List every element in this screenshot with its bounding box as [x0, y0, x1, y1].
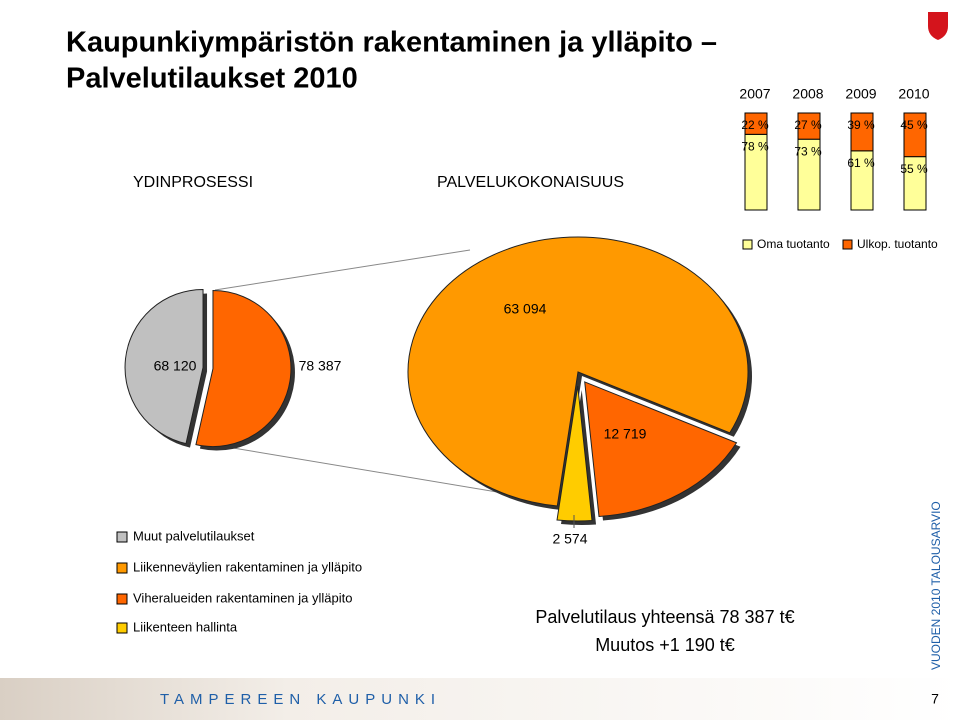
value-label: 78 %	[741, 140, 769, 154]
legend-swatch	[842, 239, 853, 250]
legend-swatch	[116, 622, 128, 634]
value-label: 78 387	[299, 358, 342, 374]
footer-band	[0, 678, 960, 720]
connector	[214, 249, 471, 291]
organization: TAMPEREEN KAUPUNKI	[160, 691, 441, 708]
legend-label: Liikenteen hallinta	[133, 619, 238, 634]
value-label: 12 719	[604, 426, 647, 442]
title-line: Palvelutilaukset 2010	[66, 63, 358, 95]
legend-label: Muut palvelutilaukset	[133, 528, 255, 543]
value-label: 68 120	[154, 358, 197, 374]
value-label: 27 %	[794, 118, 822, 132]
x-tick-label: 2010	[898, 86, 929, 102]
pie-slice	[124, 288, 204, 445]
bar-segment	[744, 112, 768, 135]
pie-slice	[195, 290, 292, 448]
section-label: PALVELUKOKONAISUUS	[437, 174, 624, 191]
value-label: 63 094	[504, 301, 547, 317]
value-label: 45 %	[900, 118, 928, 132]
x-tick-label: 2009	[845, 86, 876, 102]
legend-label: Liikenneväylien rakentaminen ja ylläpito	[133, 559, 362, 574]
pie-slice	[556, 385, 593, 522]
value-label: 22 %	[741, 118, 769, 132]
summary-line: Muutos +1 190 t€	[595, 635, 735, 655]
x-tick-label: 2007	[739, 86, 770, 102]
value-label: 39 %	[847, 118, 875, 132]
bar-segment	[850, 112, 874, 152]
section-label: YDINPROSESSI	[133, 174, 253, 191]
legend-swatch	[116, 531, 128, 543]
legend-swatch	[116, 593, 128, 605]
value-label: 61 %	[847, 156, 875, 170]
summary-line: Palvelutilaus yhteensä 78 387 t€	[535, 607, 794, 627]
value-label: 55 %	[900, 162, 928, 176]
page-number: 7	[931, 691, 939, 707]
value-label: 2 574	[552, 531, 587, 547]
x-tick-label: 2008	[792, 86, 823, 102]
bar-segment	[797, 112, 821, 140]
bar-segment	[903, 112, 927, 158]
pie-slice	[584, 381, 738, 517]
side-label: VUODEN 2010 TALOUSARVIO	[929, 501, 943, 670]
legend-label: Oma tuotanto	[757, 237, 830, 251]
logo	[928, 12, 948, 40]
value-label: 73 %	[794, 144, 822, 158]
legend-swatch	[742, 239, 753, 250]
title-line: Kaupunkiympäristön rakentaminen ja ylläp…	[66, 27, 717, 59]
legend-label: Viheralueiden rakentaminen ja ylläpito	[133, 590, 352, 605]
pie-slice	[407, 236, 749, 507]
legend-swatch	[116, 562, 128, 574]
legend-label: Ulkop. tuotanto	[857, 237, 938, 251]
